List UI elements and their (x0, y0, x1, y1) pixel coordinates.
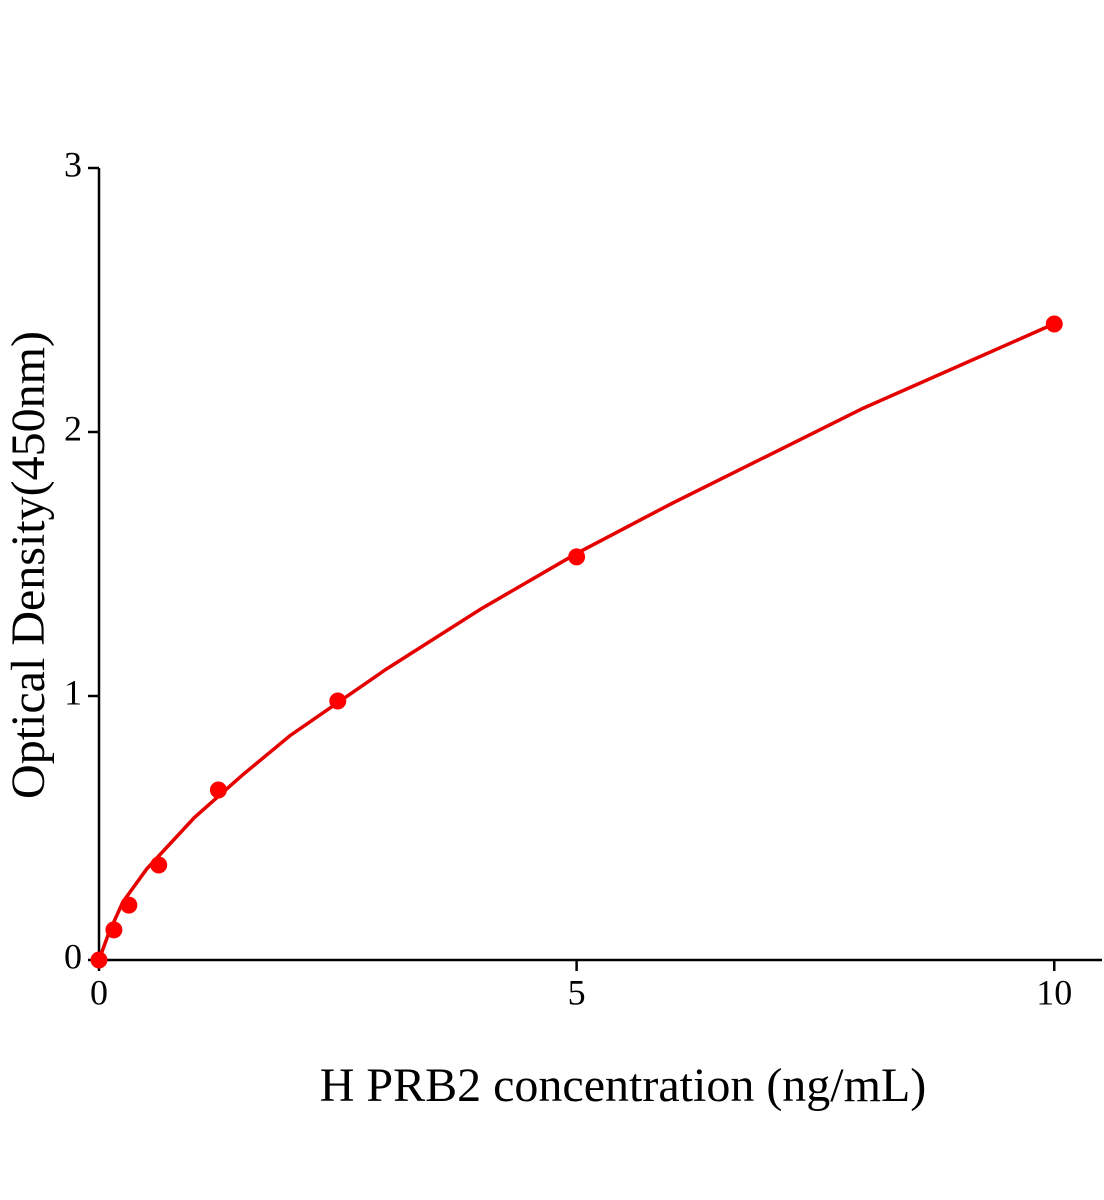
data-point (209, 781, 227, 799)
data-point (1045, 315, 1063, 333)
y-tick-label: 3 (64, 144, 82, 184)
y-tick-label: 1 (64, 672, 82, 712)
x-tick-label: 0 (90, 972, 108, 1012)
data-point (120, 896, 138, 914)
x-tick-label: 5 (568, 972, 586, 1012)
x-tick-label: 10 (1036, 972, 1072, 1012)
data-point (329, 692, 347, 710)
data-point (568, 548, 586, 566)
x-axis-title: H PRB2 concentration (ng/mL) (320, 1059, 927, 1112)
y-axis-title: Optical Density(450nm) (2, 331, 55, 799)
y-tick-label: 0 (64, 936, 82, 976)
y-tick-label: 2 (64, 408, 82, 448)
fit-curve (97, 322, 1055, 961)
data-point (90, 951, 108, 969)
data-point (150, 856, 168, 874)
data-point (105, 921, 123, 939)
